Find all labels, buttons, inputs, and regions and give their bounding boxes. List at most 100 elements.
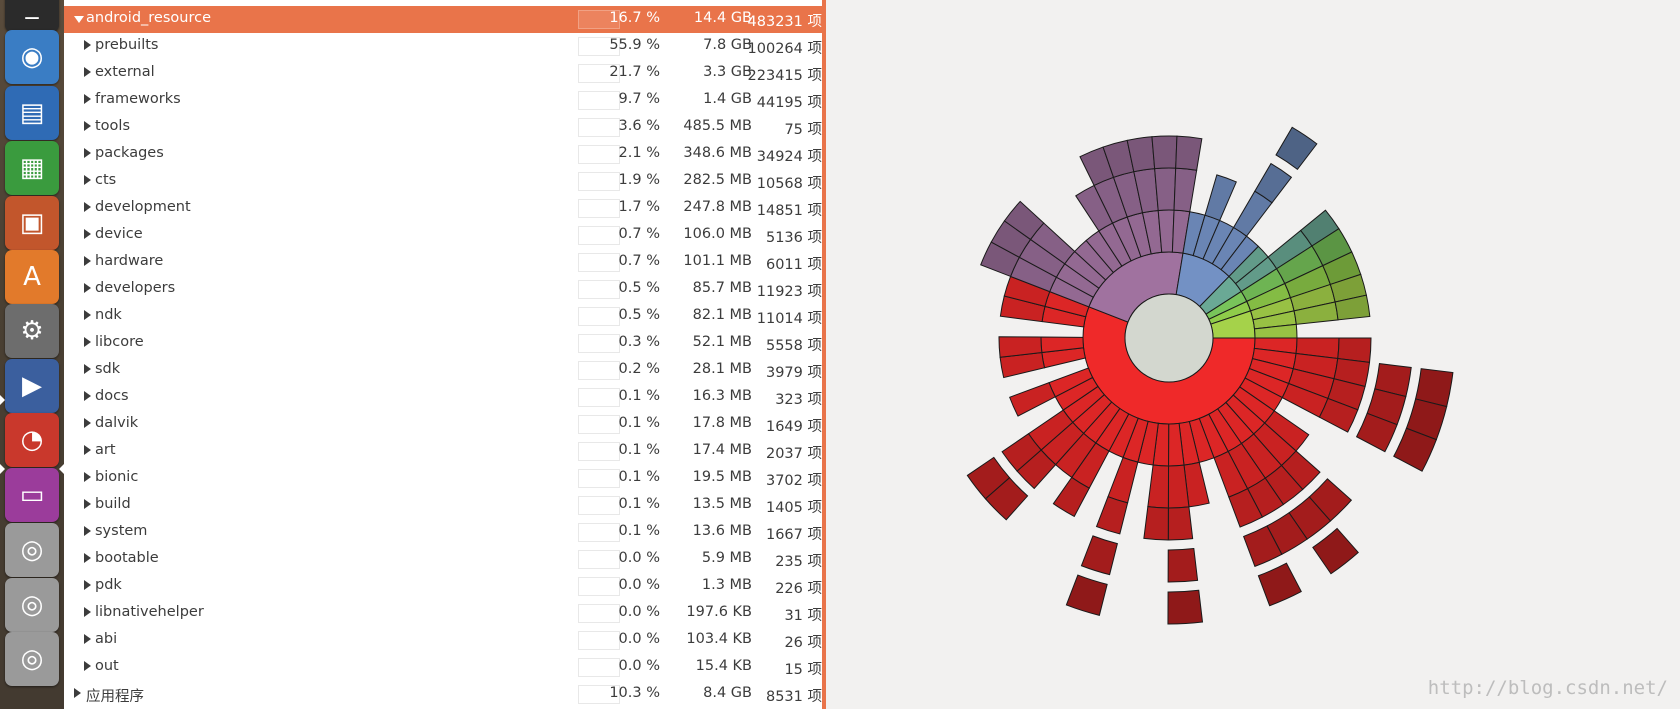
ring-sub-segment[interactable] [998,336,1043,358]
ring-sub-segment[interactable] [1001,433,1042,472]
ring-sub-segment[interactable] [1052,476,1090,518]
tree-row[interactable]: ndk 0.5 % 82.1 MB 11014 项 [64,303,824,330]
drive-icon-3[interactable]: ◎ [5,632,59,686]
tree-row[interactable]: system 0.1 % 13.6 MB 1667 项 [64,519,824,546]
ring-sub-segment[interactable] [1107,456,1139,504]
tree-row[interactable]: frameworks 9.7 % 1.4 GB 44195 项 [64,87,824,114]
expander-right-icon[interactable] [84,175,91,185]
ring-sub-segment[interactable] [1318,397,1359,433]
expander-right-icon[interactable] [84,364,91,374]
ring-sub-segment[interactable] [1254,162,1293,204]
expander-right-icon[interactable] [84,445,91,455]
tree-row[interactable]: abi 0.0 % 103.4 KB 26 项 [64,627,824,654]
ring-sub-segment[interactable] [1151,135,1178,170]
expander-right-icon[interactable] [84,607,91,617]
ring-sub-segment[interactable] [1275,126,1318,171]
tree-row[interactable]: packages 2.1 % 348.6 MB 34924 项 [64,141,824,168]
expander-right-icon[interactable] [84,661,91,671]
expander-right-icon[interactable] [84,121,91,131]
expander-right-icon[interactable] [84,40,91,50]
tree-row[interactable]: build 0.1 % 13.5 MB 1405 项 [64,492,824,519]
tree-row[interactable]: cts 1.9 % 282.5 MB 10568 项 [64,168,824,195]
pane-divider[interactable] [822,0,826,709]
expander-right-icon[interactable] [84,553,91,563]
ring-sub-segment[interactable] [1253,323,1298,339]
expander-right-icon[interactable] [84,256,91,266]
tree-row[interactable]: libcore 0.3 % 52.1 MB 5558 项 [64,330,824,357]
drive-icon-1[interactable]: ◎ [5,523,59,577]
expander-right-icon[interactable] [84,499,91,509]
disk-usage-analyzer-icon[interactable]: ◔ [5,413,59,467]
drive-icon-2[interactable]: ◎ [5,578,59,632]
ring-chart-svg[interactable] [826,0,1680,709]
software-center-icon[interactable]: A [5,250,59,304]
expander-right-icon[interactable] [84,148,91,158]
ring-sub-segment[interactable] [1095,496,1129,535]
workspace-switcher-icon[interactable]: ▭ [5,468,59,522]
expander-right-icon[interactable] [84,202,91,212]
ring-sub-segment[interactable] [1242,525,1283,568]
ring-sub-segment[interactable] [1009,381,1056,417]
ring-sub-segment[interactable] [1065,574,1108,617]
tree-row[interactable]: android_resource 16.7 % 14.4 GB 483231 项 [64,6,824,33]
expander-right-icon[interactable] [84,337,91,347]
ring-sub-segment[interactable] [1167,506,1194,541]
expander-right-icon[interactable] [74,688,81,698]
tree-row[interactable]: libnativehelper 0.0 % 197.6 KB 31 项 [64,600,824,627]
ring-sub-segment[interactable] [1080,535,1118,576]
expander-right-icon[interactable] [84,580,91,590]
system-settings-icon[interactable]: ⚙ [5,304,59,358]
expander-right-icon[interactable] [84,472,91,482]
ring-sub-segment[interactable] [1393,427,1437,472]
tree-row[interactable]: prebuilts 55.9 % 7.8 GB 100264 项 [64,33,824,60]
tree-row[interactable]: dalvik 0.1 % 17.8 MB 1649 项 [64,411,824,438]
tree-row[interactable]: device 0.7 % 106.0 MB 5136 项 [64,222,824,249]
tree-row[interactable]: tools 3.6 % 485.5 MB 75 项 [64,114,824,141]
tree-row[interactable]: 应用程序 10.3 % 8.4 GB 8531 项 [64,681,824,708]
ring-sub-segment[interactable] [1204,174,1237,222]
expander-right-icon[interactable] [84,67,91,77]
expander-down-icon[interactable] [74,16,84,23]
tree-row[interactable]: docs 0.1 % 16.3 MB 323 项 [64,384,824,411]
expander-right-icon[interactable] [84,229,91,239]
calc-icon[interactable]: ▦ [5,141,59,195]
ring-center[interactable] [1124,293,1214,383]
ring-sub-segment[interactable] [1355,412,1398,453]
ring-sub-segment[interactable] [1167,589,1204,625]
tree-row[interactable]: hardware 0.7 % 101.1 MB 6011 项 [64,249,824,276]
ring-sub-segment[interactable] [1334,294,1371,321]
tree-row[interactable]: bionic 0.1 % 19.5 MB 3702 项 [64,465,824,492]
chromium-icon[interactable]: ◉ [5,30,59,84]
expander-right-icon[interactable] [84,310,91,320]
tree-row[interactable]: external 21.7 % 3.3 GB 223415 项 [64,60,824,87]
ring-sub-segment[interactable] [1228,488,1264,528]
ring-sub-segment[interactable] [1173,167,1198,213]
expander-right-icon[interactable] [84,526,91,536]
ring-sub-segment[interactable] [1167,547,1199,583]
tree-row[interactable]: pdk 0.0 % 1.3 MB 226 项 [64,573,824,600]
expander-right-icon[interactable] [84,418,91,428]
expander-right-icon[interactable] [84,634,91,644]
tree-row[interactable]: developers 0.5 % 85.7 MB 11923 项 [64,276,824,303]
ring-sub-segment[interactable] [1143,506,1169,541]
tree-row[interactable]: art 0.1 % 17.4 MB 2037 项 [64,438,824,465]
ring-sub-segment[interactable] [1312,527,1359,575]
expander-right-icon[interactable] [84,283,91,293]
ring-sub-segment[interactable] [1147,464,1170,509]
writer-icon[interactable]: ▤ [5,86,59,140]
video-editor-icon[interactable]: ▶ [5,359,59,413]
tree-row[interactable]: development 1.7 % 247.8 MB 14851 项 [64,195,824,222]
ring-sub-segment[interactable] [1175,135,1203,171]
ring-chart[interactable]: http://blog.csdn.net/ [826,0,1680,709]
expander-right-icon[interactable] [84,391,91,401]
tree-row[interactable]: out 0.0 % 15.4 KB 15 项 [64,654,824,681]
ring-sub-segment[interactable] [1003,200,1045,241]
tree-row[interactable]: bootable 0.0 % 5.9 MB 235 项 [64,546,824,573]
ring-sub-segment[interactable] [966,456,1011,500]
impress-icon[interactable]: ▣ [5,196,59,250]
ring-sub-segment[interactable] [1257,562,1302,607]
terminal-icon[interactable]: _ [5,0,59,32]
expander-right-icon[interactable] [84,94,91,104]
tree-row[interactable]: sdk 0.2 % 28.1 MB 3979 项 [64,357,824,384]
ring-sub-segment[interactable] [1154,167,1177,211]
